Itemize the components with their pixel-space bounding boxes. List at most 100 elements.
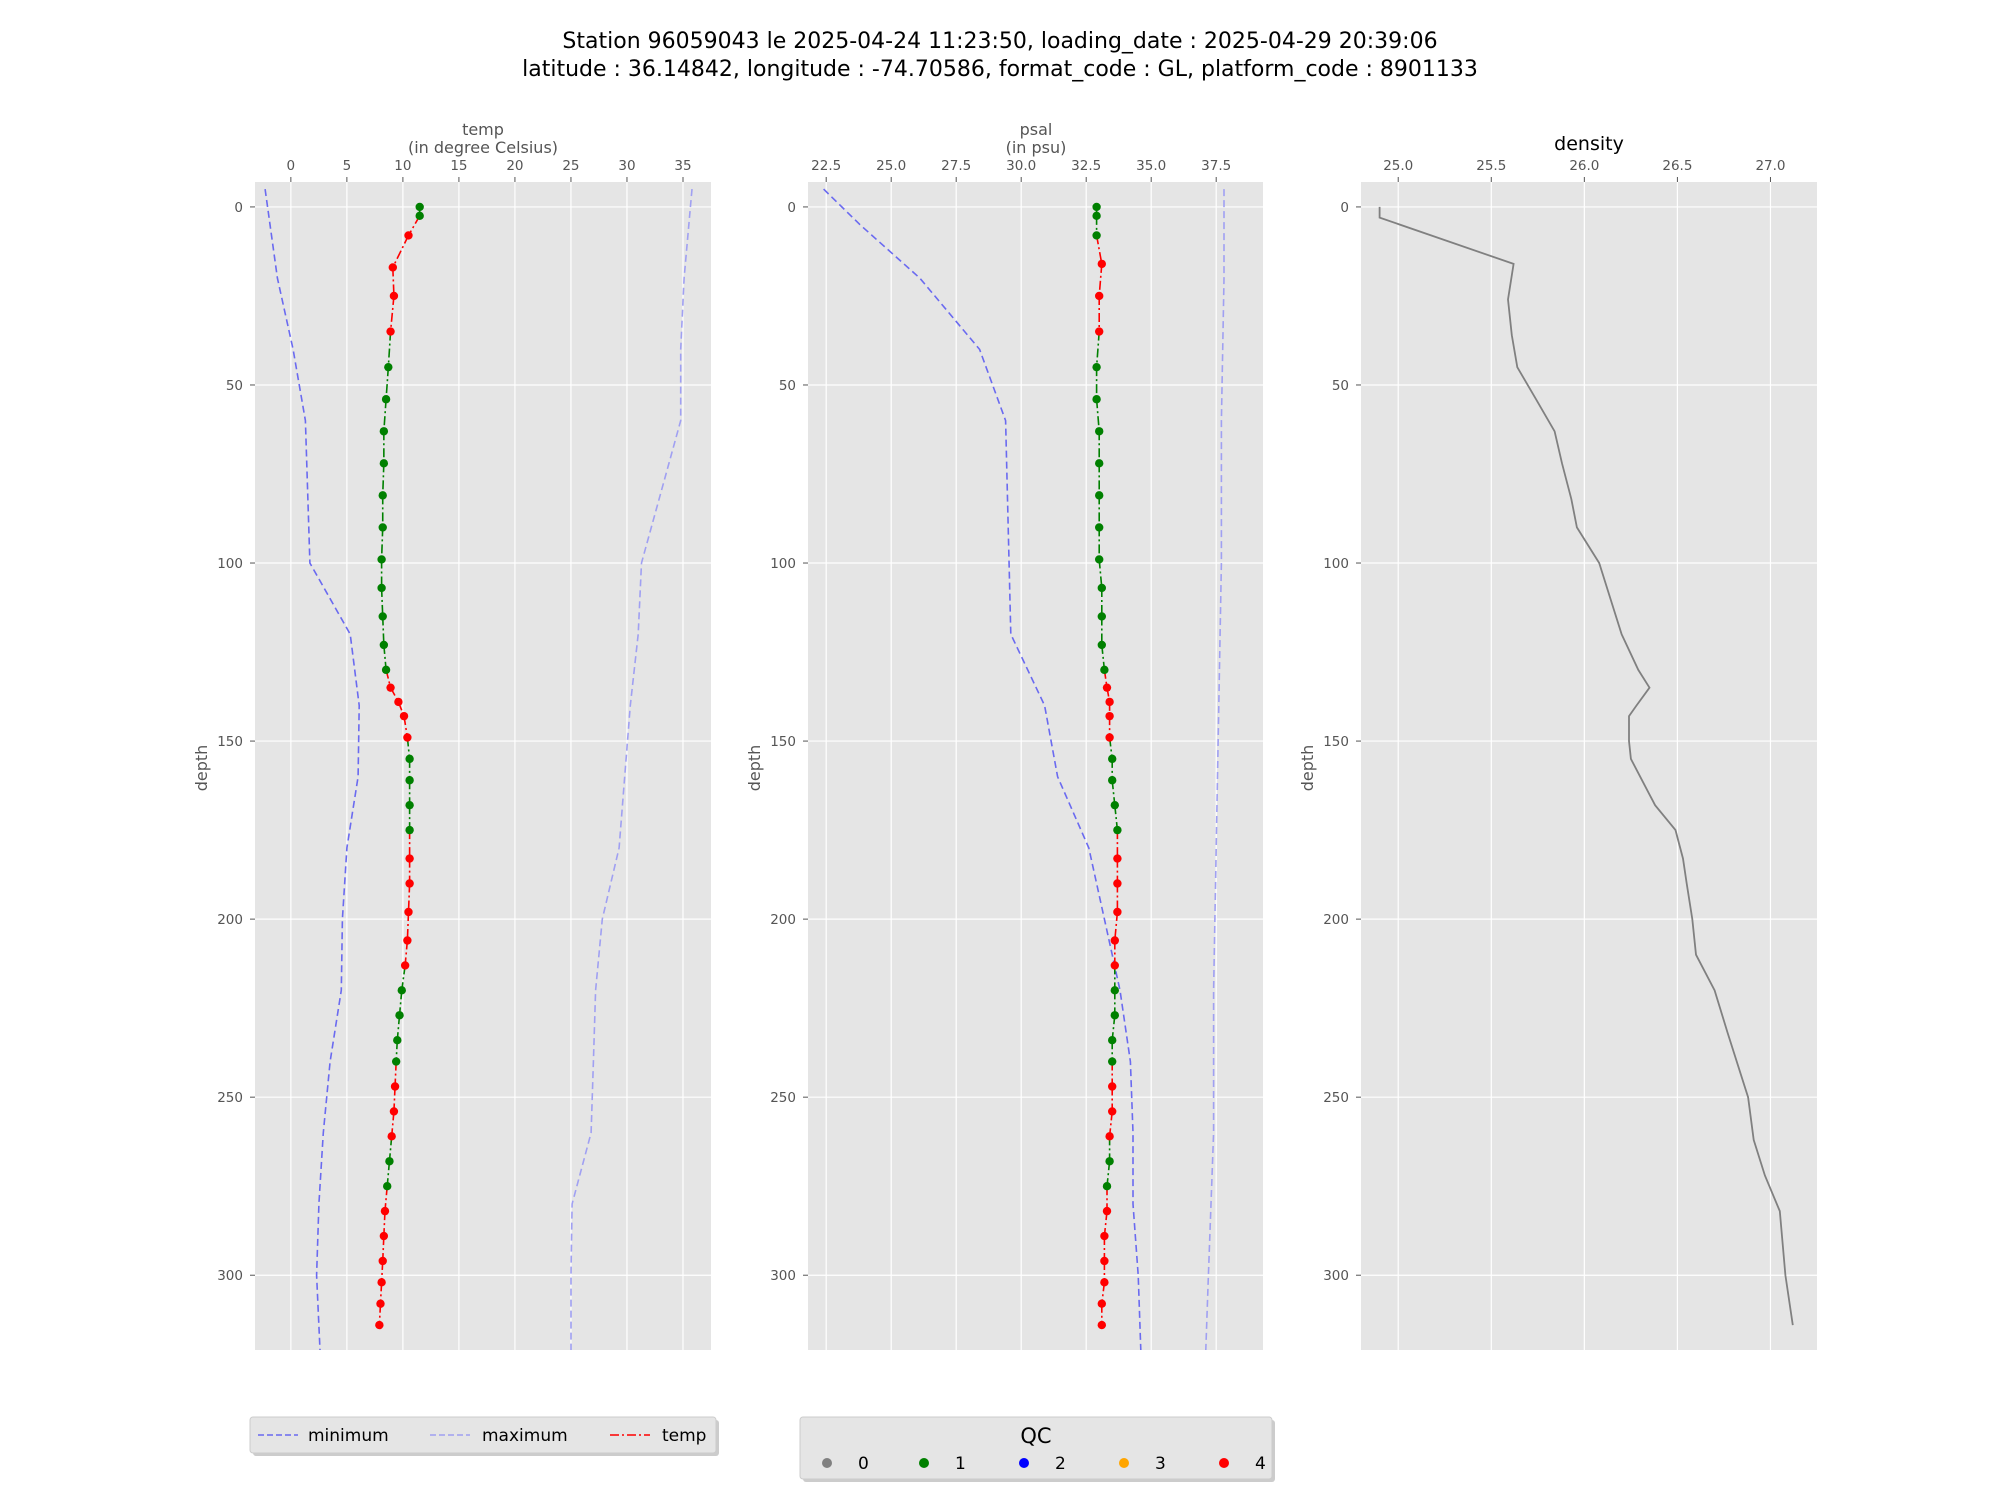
profile-legend: minimum maximum temp [249,1416,719,1456]
temp-data-point [379,640,389,650]
qc-legend-label-2: 2 [1055,1454,1066,1474]
density-ytick-label: 50 [1332,378,1349,394]
psal-data-point [1097,612,1107,621]
temp-data-point [395,1011,404,1020]
psal-xtick-label: 35.0 [1136,158,1166,174]
temp-data-point [400,961,410,970]
temp-xtick-label: 15 [450,158,467,174]
qc-legend-box [799,1416,1273,1480]
qc-legend-title: QC [1020,1424,1051,1448]
density-ytick-label: 0 [1340,200,1349,216]
qc-legend-marker-4 [1219,1458,1229,1468]
temp-data-point [397,986,406,995]
temp-profile-segment [380,527,384,560]
psal-data-point [1097,640,1107,650]
temp-profile-segment [387,331,392,368]
psal-data-point [1102,683,1112,692]
density-ytick-label: 250 [1323,1090,1349,1106]
temp-data-point [403,733,412,742]
temp-profile-segment [385,367,390,400]
psal-ytick-label: 250 [770,1090,796,1106]
temp-xtick-label: 10 [394,158,411,174]
temp-profile-segment [407,883,411,913]
temp-ytick-label: 150 [217,734,243,750]
psal-plot-area [808,182,1263,1350]
temp-ylabel: depth [192,745,211,792]
temp-data-point [415,202,424,212]
psal-xtick-label: 22.5 [811,158,841,174]
qc-legend-label-3: 3 [1155,1454,1166,1474]
temp-data-point [405,854,414,863]
temp-xtick-label: 30 [618,158,635,174]
psal-data-point [1108,1057,1117,1066]
temp-xtick-label: 25 [562,158,579,174]
temp-data-point [391,1057,401,1066]
temp-data-point [405,800,414,810]
temp-data-point [377,1278,386,1287]
psal-data-point [1105,733,1114,742]
psal-data-point [1105,1132,1114,1141]
qc-legend-marker-3 [1119,1458,1129,1468]
psal-data-point [1108,1107,1117,1116]
psal-data-point [1100,1256,1109,1266]
psal-data-point [1100,1231,1109,1241]
qc-legend-marker-2 [1019,1458,1029,1468]
psal-data-point [1095,491,1104,500]
psal-ytick-label: 0 [787,200,796,216]
psal-xlabel-line2: (in psu) [1006,138,1067,157]
temp-data-point [378,491,387,500]
temp-xtick-label: 35 [674,158,691,174]
psal-data-point [1110,986,1120,995]
psal-data-point [1097,583,1107,593]
temp-data-point [385,1157,394,1166]
temp-data-point [405,754,414,764]
qc-legend-label-1: 1 [955,1454,966,1474]
psal-xtick-label: 37.5 [1201,158,1231,174]
density-ytick-label: 200 [1323,912,1349,928]
psal-data-point [1095,555,1104,564]
temp-data-point [387,1132,396,1141]
temp-data-point [383,1181,392,1191]
temp-data-point [405,879,414,888]
temp-data-point [377,555,386,564]
psal-data-point [1113,825,1122,835]
psal-ytick-label: 50 [779,378,796,394]
psal-profile-segment [1095,331,1100,368]
temp-xtick-label: 20 [506,158,523,174]
psal-xtick-label: 27.5 [941,158,971,174]
psal-data-point [1102,1181,1112,1191]
psal-ytick-label: 100 [770,556,796,572]
psal-data-point [1097,1320,1107,1330]
psal-data-point [1113,854,1122,863]
psal-xtick-label: 32.5 [1071,158,1101,174]
psal-data-point [1105,711,1114,721]
psal-data-point [1092,211,1101,221]
temp-profile-segment [392,267,395,296]
temp-data-point [384,362,393,372]
psal-data-point [1108,1082,1117,1091]
temp-data-point [393,1035,402,1045]
temp-data-point [405,825,414,835]
psal-data-point [1092,362,1101,372]
psal-data-point [1095,327,1104,336]
psal-profile-segment [1095,235,1103,265]
psal-ytick-label: 200 [770,912,796,928]
temp-plot-area [255,182,711,1350]
density-ytick-label: 100 [1323,556,1349,572]
psal-data-point [1092,202,1101,212]
psal-data-point [1113,879,1122,888]
qc-legend-label-0: 0 [858,1454,869,1474]
psal-profile-segment [1095,399,1100,432]
psal-data-point [1110,1011,1120,1020]
psal-maximum-line [1205,189,1225,1351]
psal-data-point [1100,665,1109,675]
qc-legend: QC 0 1 2 3 4 [799,1416,1275,1482]
temp-data-point [379,427,389,436]
temp-data-point [377,583,386,593]
temp-data-point [376,1299,385,1308]
psal-data-point [1113,907,1122,917]
temp-xlabel-line2: (in degree Celsius) [408,138,558,157]
psal-data-point [1108,1035,1117,1045]
temp-data-point [390,1082,400,1091]
temp-profile-segment [392,235,410,268]
